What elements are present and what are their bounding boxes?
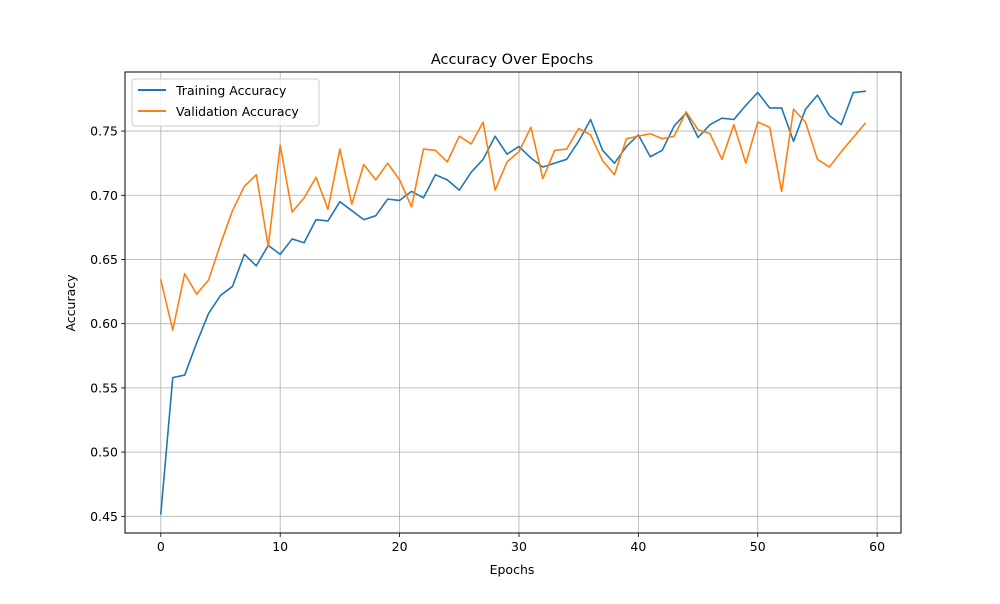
y-tick-label: 0.55 xyxy=(90,380,118,395)
series-line-training xyxy=(159,90,867,515)
y-tick-label: 0.65 xyxy=(90,252,118,267)
plot-frame xyxy=(124,71,902,534)
legend-box xyxy=(131,78,320,127)
gridlines xyxy=(125,72,901,533)
x-tick-label: 50 xyxy=(750,539,766,554)
x-tick-label: 10 xyxy=(272,539,288,554)
y-tick-label: 0.45 xyxy=(90,509,118,524)
x-axis-label: Epochs xyxy=(490,562,535,577)
x-tick-label: 20 xyxy=(392,539,408,554)
series-lines xyxy=(159,90,867,515)
x-axis-ticks: 0 10 20 30 40 50 60 xyxy=(157,533,885,554)
x-tick-label: 40 xyxy=(630,539,646,554)
y-tick-label: 0.75 xyxy=(90,124,118,139)
legend-label-validation: Validation Accuracy xyxy=(176,104,299,119)
legend-label-training: Training Accuracy xyxy=(175,83,287,98)
y-tick-label: 0.60 xyxy=(90,316,118,331)
x-tick-label: 60 xyxy=(869,539,885,554)
y-tick-label: 0.70 xyxy=(90,188,118,203)
y-axis-ticks: 0.45 0.50 0.55 0.60 0.65 0.70 0.75 xyxy=(90,124,125,524)
x-tick-label: 30 xyxy=(511,539,527,554)
y-tick-label: 0.50 xyxy=(90,445,118,460)
y-axis-label: Accuracy xyxy=(63,274,78,332)
series-line-validation xyxy=(159,108,867,331)
x-tick-label: 0 xyxy=(157,539,165,554)
chart-title: Accuracy Over Epochs xyxy=(431,52,593,68)
legend: Training Accuracy Validation Accuracy xyxy=(131,78,320,127)
